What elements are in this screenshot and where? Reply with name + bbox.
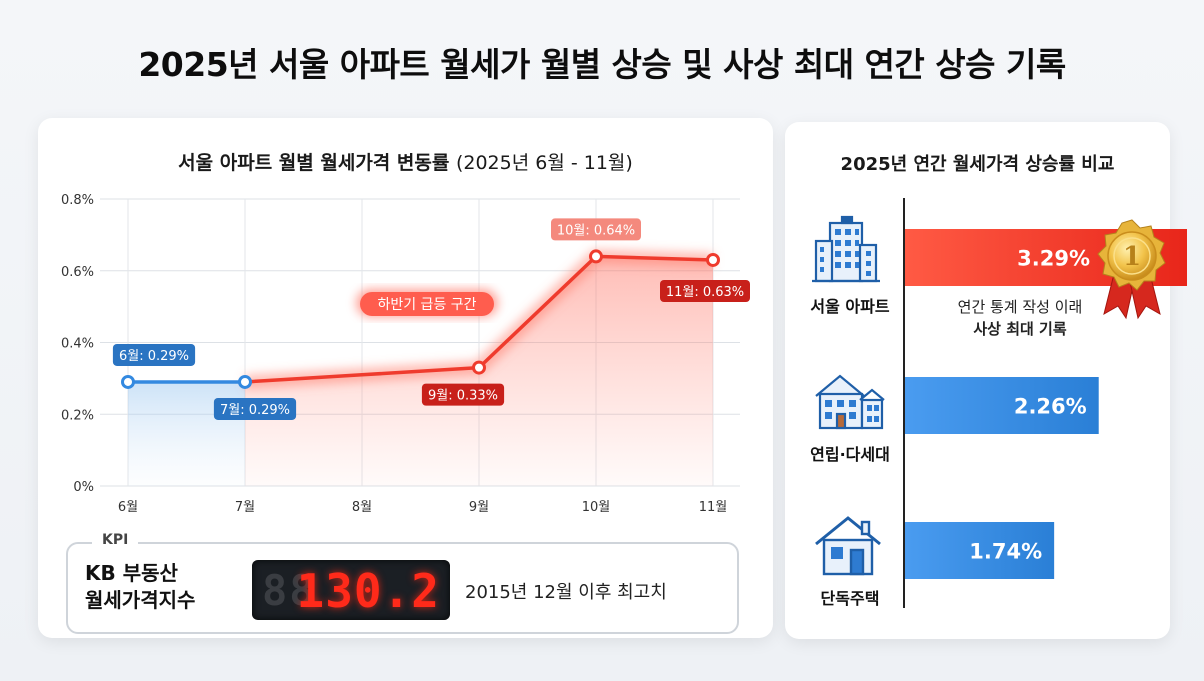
data-label: 10월: 0.64% [551, 218, 641, 241]
svg-text:9월: 0.33%: 9월: 0.33% [428, 389, 498, 404]
svg-text:7월: 0.29%: 7월: 0.29% [220, 403, 290, 418]
bar-value-label: 2.26% [1014, 395, 1087, 419]
data-label: 11월: 0.63% [660, 279, 750, 302]
x-tick-label: 6월 [118, 500, 138, 515]
townhouse-icon [815, 374, 885, 430]
svg-text:10월: 0.64%: 10월: 0.64% [557, 223, 635, 238]
svg-text:하반기 급등 구간: 하반기 급등 구간 [377, 297, 476, 313]
medal-number: 1 [1123, 242, 1141, 272]
line-chart-title-range: (2025년 6월 - 11월) [455, 152, 633, 174]
page-title: 2025년 서울 아파트 월세가 월별 상승 및 사상 최대 연간 상승 기록 [138, 45, 1066, 84]
y-tick-label: 0.4% [61, 337, 94, 352]
bar-category-townhouse: 연립·다세대 [810, 445, 890, 464]
line-chart-title-main: 서울 아파트 월별 월세가격 변동률 [178, 152, 450, 174]
data-point [589, 249, 603, 264]
data-label: 9월: 0.33% [421, 383, 505, 406]
data-label: 7월: 0.29% [213, 397, 297, 420]
bar [905, 377, 1099, 434]
bar-value-label: 1.74% [969, 540, 1042, 564]
x-tick-label: 9월 [469, 500, 489, 515]
kpi-led-display: 88 130.2 [252, 560, 450, 620]
kpi-ghost-digits: 88 [262, 566, 317, 615]
line-chart-title: 서울 아파트 월별 월세가격 변동률 (2025년 6월 - 11월) [38, 148, 773, 175]
kpi-name-line1: KB 부동산 [85, 561, 178, 585]
record-note-line1: 연간 통계 작성 이래 [957, 298, 1083, 316]
y-tick-label: 0.8% [61, 193, 94, 208]
house-icon [815, 516, 881, 576]
bar-chart-title: 2025년 연간 월세가격 상승률 비교 [840, 154, 1115, 175]
y-tick-label: 0.6% [61, 265, 94, 280]
x-tick-label: 7월 [235, 500, 255, 515]
bar-category-apartment: 서울 아파트 [810, 297, 890, 316]
y-tick-label: 0.2% [61, 408, 94, 423]
svg-text:11월: 0.63%: 11월: 0.63% [666, 285, 744, 300]
bar [905, 522, 1055, 579]
kpi-name: KB 부동산 월세가격지수 [85, 560, 250, 614]
kpi-note: 2015년 12월 이후 최고치 [465, 582, 667, 603]
data-point [121, 374, 135, 389]
data-point [706, 252, 720, 267]
bar-category-house: 단독주택 [820, 589, 880, 608]
data-point [472, 360, 486, 375]
surge-annotation: 하반기 급등 구간 [356, 289, 498, 317]
x-tick-label: 10월 [582, 500, 611, 515]
data-label: 6월: 0.29% [112, 343, 196, 366]
apartment-building-icon [812, 215, 880, 283]
y-tick-label: 0% [73, 480, 94, 495]
kpi-name-line2: 월세가격지수 [85, 588, 196, 612]
record-note-line2: 사상 최대 기록 [973, 320, 1067, 338]
gold-medal-icon [1097, 219, 1166, 320]
x-tick-label: 11월 [699, 500, 728, 515]
record-note: 연간 통계 작성 이래 사상 최대 기록 [925, 296, 1115, 340]
kpi-tag: KPI [92, 530, 139, 550]
bar-value-label: 3.29% [1017, 247, 1090, 271]
x-tick-label: 8월 [352, 500, 372, 515]
kpi-value: 130.2 [296, 564, 440, 618]
data-point [238, 374, 252, 389]
svg-text:6월: 0.29%: 6월: 0.29% [119, 349, 189, 364]
